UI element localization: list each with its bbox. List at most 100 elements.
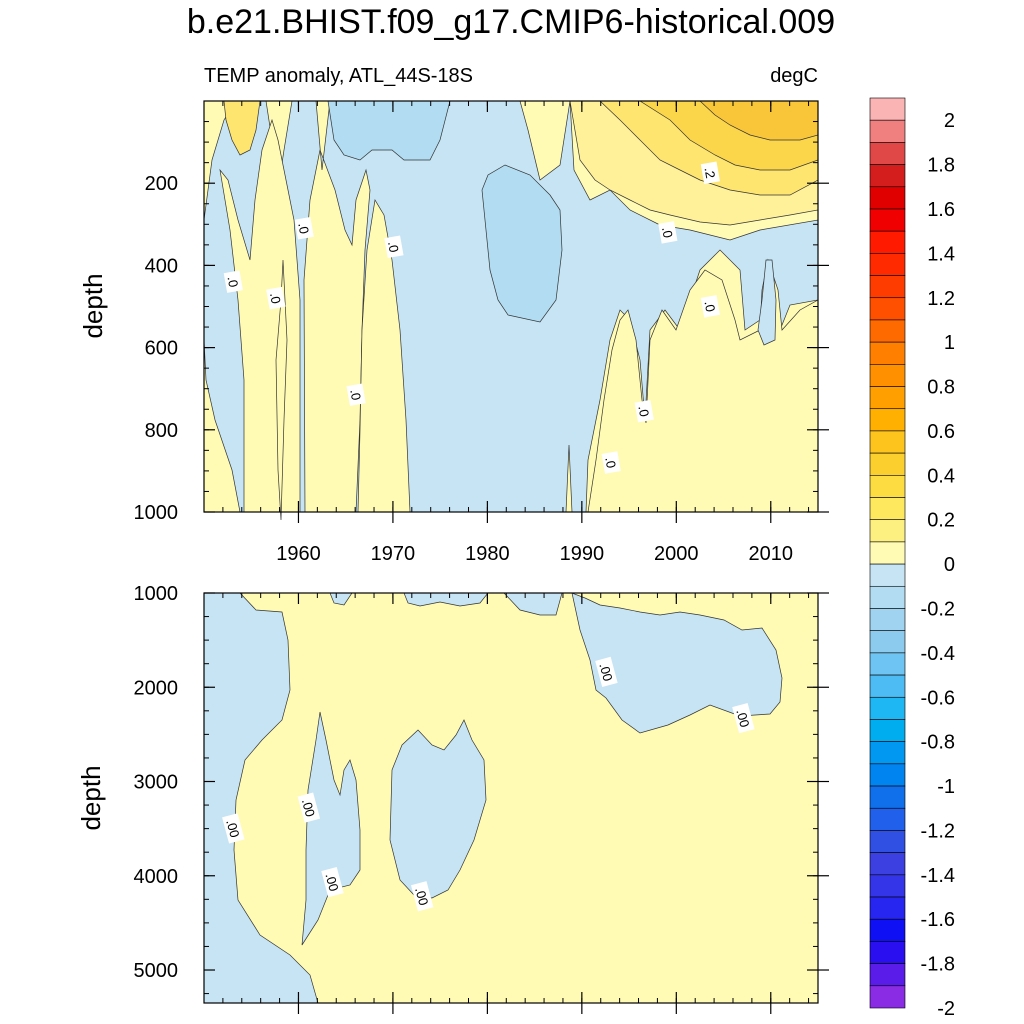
colorbar-swatch xyxy=(869,386,906,410)
contour-label-text: .00 xyxy=(322,872,341,893)
colorbar-swatch xyxy=(869,297,906,321)
colorbar-swatch xyxy=(869,696,906,720)
lower-neg-region-east xyxy=(571,592,783,734)
lower-y-axis-label: depth xyxy=(76,765,106,830)
contour-label-box xyxy=(700,161,720,184)
lower-contour-fills xyxy=(203,592,783,1004)
upper-neg-region-2008 xyxy=(757,259,777,346)
lower-axes: 1000 2000 3000 4000 5000 xyxy=(134,583,829,1014)
x-tick-label: 1980 xyxy=(465,543,510,565)
contour-label: .00 xyxy=(297,792,321,823)
colorbar: 2 1.8 1.6 1.4 1.2 1 0.8 0.6 0.4 0.2 0 -0.2 -0.4 -0.6 -… xyxy=(869,97,955,1020)
y-tick-label: 5000 xyxy=(134,960,179,982)
panel-left-string: TEMP anomaly, ATL_44S-18S xyxy=(204,65,473,87)
contour-label: .00 xyxy=(732,702,755,734)
contour-label: .0 xyxy=(601,451,621,474)
colorbar-swatch xyxy=(869,341,906,365)
y-tick-label: 1000 xyxy=(134,502,179,524)
contour-label-text: .0 xyxy=(347,388,364,401)
upper-axes: 1960 1970 1980 1990 2000 2010 200 400 600 800 1000 xyxy=(134,100,829,565)
colorbar-label: 0.8 xyxy=(927,377,955,399)
lower-neg-region-west xyxy=(203,592,319,1004)
colorbar-swatch xyxy=(869,164,906,188)
upper-pos-region-1968 xyxy=(357,198,411,513)
contour-label-box xyxy=(294,216,314,240)
colorbar-swatch xyxy=(869,430,906,454)
colorbar-label: 0.4 xyxy=(927,465,955,487)
contour-label: .2 xyxy=(700,161,720,184)
colorbar-label: -0.6 xyxy=(921,687,955,709)
contour-label-box xyxy=(411,881,434,912)
colorbar-label: -1.8 xyxy=(921,954,955,976)
y-tick-label: 800 xyxy=(145,420,178,442)
colorbar-swatch xyxy=(869,119,906,143)
x-tick-label: 1970 xyxy=(371,543,416,565)
contour-label-text: .00 xyxy=(596,661,615,682)
contour-label-box xyxy=(601,451,621,474)
colorbar-swatch xyxy=(869,830,906,853)
contour-label-text: .2 xyxy=(702,166,719,179)
colorbar-label: -1 xyxy=(937,776,955,798)
colorbar-label: -1.4 xyxy=(921,865,955,887)
colorbar-swatch xyxy=(869,874,906,898)
y-tick-label: 600 xyxy=(145,338,178,360)
contour-label: .0 xyxy=(223,270,243,293)
contour-label: .0 xyxy=(700,295,720,318)
y-tick-label: 2000 xyxy=(134,677,179,699)
y-tick-label: 200 xyxy=(145,173,178,195)
colorbar-swatch xyxy=(869,408,906,432)
contour-label-text: .0 xyxy=(267,292,284,305)
colorbar-swatch xyxy=(869,585,906,609)
y-tick-label: 3000 xyxy=(134,772,179,794)
colorbar-label: 0 xyxy=(944,554,955,576)
colorbar-swatch xyxy=(869,541,906,565)
colorbar-label: 1.4 xyxy=(927,243,955,265)
colorbar-swatch xyxy=(869,563,906,587)
colorbar-label: 1.2 xyxy=(927,288,955,310)
colorbar-label: 0.2 xyxy=(927,510,955,532)
colorbar-swatch xyxy=(869,230,906,254)
colorbar-swatch xyxy=(869,674,906,698)
colorbar-swatch xyxy=(869,452,906,476)
colorbar-label: 0.6 xyxy=(927,421,955,443)
contour-label-box xyxy=(658,221,678,244)
colorbar-swatch xyxy=(869,208,906,232)
colorbar-swatch xyxy=(869,985,906,1009)
contour-label-text: .0 xyxy=(385,240,402,253)
upper-y-axis-label: depth xyxy=(78,273,108,338)
contour-label-box xyxy=(223,270,243,293)
upper-contour-labels: .0 .0 .0 .0 .0 .0 .0 .0 .0 .2 xyxy=(223,161,720,474)
colorbar-swatch xyxy=(869,963,906,987)
contour-label-text: .0 xyxy=(702,300,719,313)
colorbar-label: -0.4 xyxy=(921,643,955,665)
contour-label-text: .0 xyxy=(659,226,676,239)
contour-label: .00 xyxy=(321,866,344,898)
colorbar-label: -2 xyxy=(937,998,955,1020)
colorbar-swatch xyxy=(869,807,906,831)
y-tick-label: 4000 xyxy=(134,866,179,888)
contour-label-text: .0 xyxy=(225,275,242,288)
colorbar-swatch xyxy=(869,253,906,276)
contour-label-box xyxy=(732,702,755,734)
contour-label-box xyxy=(634,399,654,423)
contour-label: .00 xyxy=(411,881,434,912)
contour-label-box xyxy=(222,813,245,844)
contour-label: .0 xyxy=(294,216,314,240)
colorbar-label: -0.2 xyxy=(921,598,955,620)
colorbar-label: 1 xyxy=(944,332,955,354)
x-tick-label: 1960 xyxy=(276,543,321,565)
upper-neg-region-1972 xyxy=(327,100,451,161)
contour-label-box xyxy=(297,792,321,823)
contour-label-text: .0 xyxy=(635,405,652,418)
colorbar-swatch xyxy=(869,519,906,543)
contour-label-box xyxy=(346,383,366,406)
contour-label-text: .0 xyxy=(295,222,312,235)
colorbar-swatch xyxy=(869,630,906,654)
contour-label-text: .00 xyxy=(299,797,318,818)
contour-label: .0 xyxy=(346,383,366,406)
colorbar-label: -1.2 xyxy=(921,820,955,842)
upper-neg-region-deep xyxy=(481,164,563,323)
colorbar-swatch xyxy=(869,186,906,210)
colorbar-label: -0.8 xyxy=(921,732,955,754)
